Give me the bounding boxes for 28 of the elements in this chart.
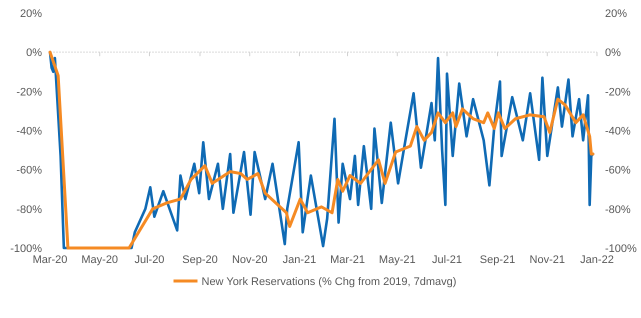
y-tick-label: -60% — [16, 164, 42, 177]
line-series — [48, 50, 594, 250]
x-tick-label: Jul-20 — [134, 254, 164, 266]
y-tick-label: -40% — [16, 126, 42, 138]
y2-tick-label: -100% — [605, 243, 638, 255]
legend-label: New York Reservations (% Chg from 2019, 7dmavg) — [202, 276, 456, 288]
x-tick-label: Mar-20 — [32, 254, 68, 266]
y2-tick-label: -60% — [605, 164, 631, 177]
y2-tick-label: -20% — [605, 86, 631, 98]
x-tick-label: Jul-21 — [432, 254, 462, 266]
x-tick-label: Sep-20 — [182, 254, 218, 266]
y2-tick-label: 20% — [605, 8, 628, 20]
x-tick-label: Jan-21 — [282, 254, 316, 266]
y2-tick-label: -80% — [605, 204, 631, 216]
y-tick-label: 20% — [20, 8, 42, 20]
x-tick-label: Jan-22 — [580, 254, 614, 266]
y-tick-label: -20% — [16, 86, 42, 98]
x-tick-label: Nov-21 — [530, 254, 566, 266]
x-tick-label: Nov-20 — [232, 254, 268, 266]
x-tick-label: Sep-21 — [480, 254, 516, 266]
x-tick-label: May-20 — [81, 254, 118, 266]
x-tick-label: Mar-21 — [330, 254, 365, 266]
y-tick-label: -100% — [10, 243, 42, 255]
y-tick-label: 0% — [26, 47, 42, 60]
y-tick-label: -80% — [16, 204, 42, 216]
y2-tick-label: 0% — [605, 47, 622, 60]
x-tick-label: May-21 — [378, 254, 416, 266]
y2-tick-label: -40% — [605, 126, 631, 138]
